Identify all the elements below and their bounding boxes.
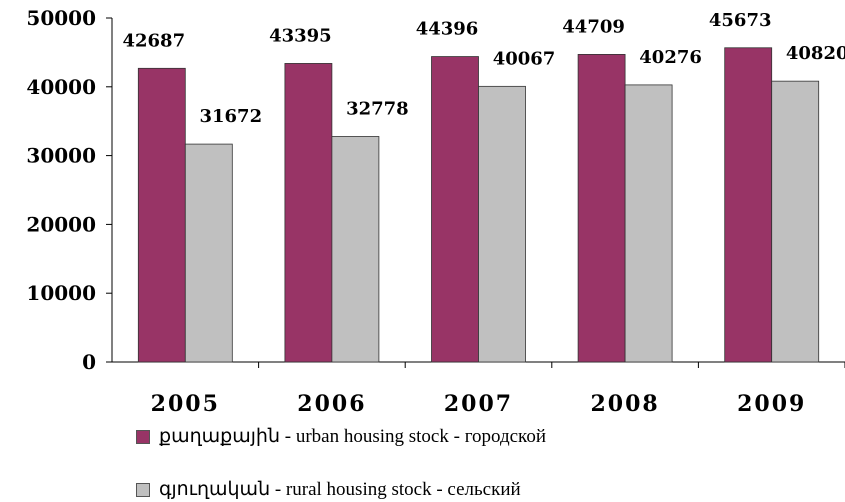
- bar-rural-2005: [184, 143, 233, 363]
- data-label: 40067: [493, 48, 556, 69]
- legend-swatch-urban: [136, 429, 150, 444]
- legend-label-rural: գյուղական - rural housing stock - сельск…: [159, 479, 521, 500]
- x-tick-label: 2005: [151, 391, 220, 417]
- bar-urban-2005: [137, 67, 186, 363]
- chart-axes: 0 10000 20000 30000 40000 50000 2005 2006 2007 20…: [26, 6, 845, 417]
- legend-label-urban: քաղաքային - urban housing stock - городс…: [159, 426, 546, 447]
- x-tick-label: 2008: [590, 391, 659, 417]
- bar-urban-2008: [577, 54, 626, 363]
- data-label: 43395: [269, 25, 332, 46]
- x-tick-label: 2009: [737, 391, 806, 417]
- y-tick-label: 50000: [26, 6, 96, 30]
- y-tick-label: 0: [82, 350, 96, 374]
- legend-item-rural: գյուղական - rural housing stock - сельск…: [136, 478, 521, 501]
- chart-labels: 42687 43395 44396 44709 45673 31672 32778 40067…: [122, 10, 845, 127]
- bar-urban-2009: [724, 47, 773, 363]
- data-label: 40276: [639, 47, 702, 68]
- y-tick-label: 30000: [26, 144, 96, 168]
- data-label: 45673: [709, 10, 772, 31]
- bar-rural-2009: [771, 80, 820, 363]
- bar-rural-2008: [624, 84, 673, 363]
- bar-rural-2006: [331, 136, 380, 363]
- y-tick-label: 40000: [26, 75, 96, 99]
- legend-item-urban: քաղաքային - urban housing stock - городс…: [136, 425, 546, 448]
- y-tick-label: 20000: [26, 212, 96, 236]
- data-label: 44709: [562, 16, 625, 37]
- data-label: 31672: [199, 106, 262, 127]
- x-tick-label: 2006: [297, 391, 366, 417]
- bar-rural-2007: [478, 85, 526, 363]
- y-tick-label: 10000: [26, 281, 96, 305]
- legend-swatch-rural: [136, 482, 150, 497]
- bar-urban-2006: [284, 63, 333, 363]
- bar-urban-2007: [431, 56, 479, 363]
- data-label: 44396: [416, 19, 479, 40]
- x-tick-label: 2007: [444, 391, 513, 417]
- data-label: 40820: [786, 43, 845, 64]
- chart-bars: [137, 47, 820, 363]
- data-label: 32778: [346, 98, 409, 119]
- data-label: 42687: [122, 30, 185, 51]
